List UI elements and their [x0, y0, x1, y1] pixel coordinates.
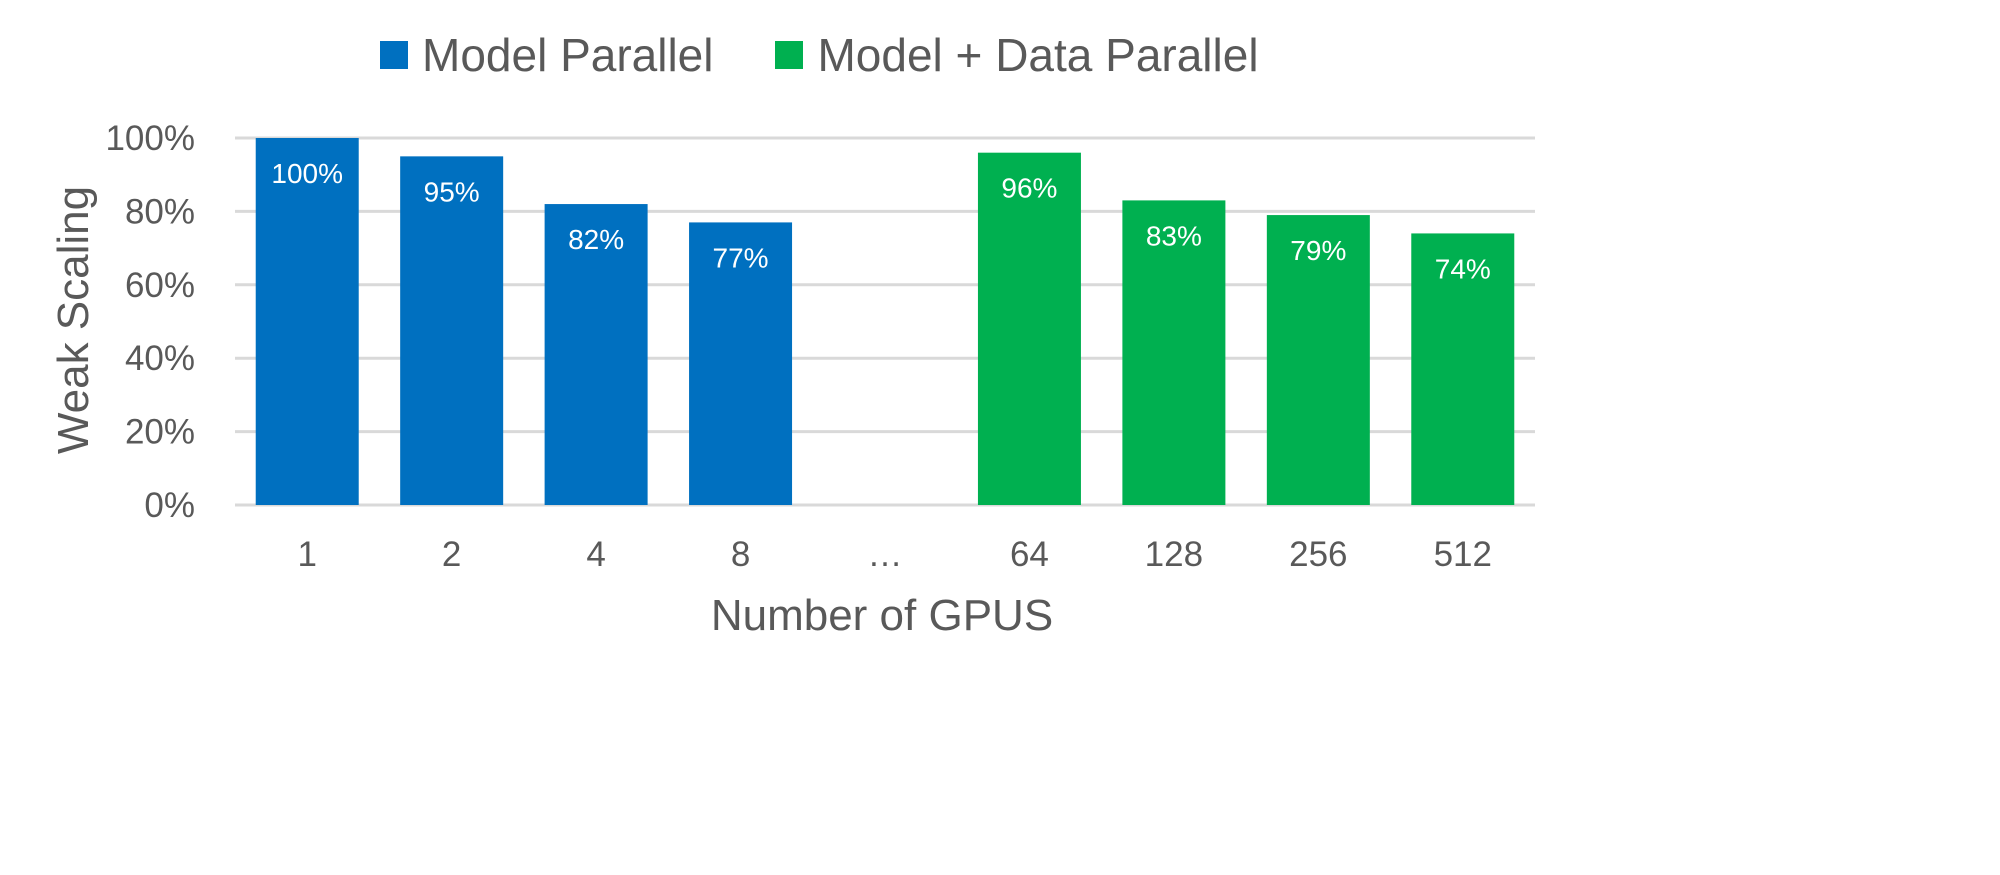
legend: Model Parallel Model + Data Parallel	[380, 28, 1321, 82]
data-label: 82%	[568, 224, 624, 255]
data-label: 95%	[424, 176, 480, 207]
x-tick-label: 256	[1289, 535, 1347, 574]
y-tick-label: 80%	[125, 192, 195, 231]
bar	[544, 204, 648, 505]
data-label: 74%	[1435, 253, 1491, 284]
legend-swatch-model-parallel	[380, 41, 408, 69]
y-tick-label: 100%	[105, 119, 195, 158]
data-label: 100%	[271, 158, 343, 189]
data-label: 79%	[1290, 235, 1346, 266]
data-label: 77%	[713, 242, 769, 273]
legend-label: Model + Data Parallel	[817, 29, 1259, 81]
y-tick-label: 0%	[144, 486, 195, 525]
x-tick-label: 64	[1010, 535, 1049, 574]
bar	[1122, 200, 1226, 505]
x-tick-label: 128	[1145, 535, 1203, 574]
bar	[1411, 233, 1515, 506]
data-label: 83%	[1146, 220, 1202, 251]
y-axis-title: Weak Scaling	[49, 186, 98, 454]
legend-label: Model Parallel	[422, 29, 714, 81]
bar	[255, 138, 359, 505]
data-label: 96%	[1001, 173, 1057, 204]
legend-item-model-parallel: Model Parallel	[380, 28, 713, 82]
bar	[977, 152, 1081, 505]
legend-item-model-data-parallel: Model + Data Parallel	[775, 28, 1259, 82]
x-axis-title: Number of GPUS	[711, 591, 1053, 640]
legend-swatch-model-data-parallel	[775, 41, 804, 69]
bar	[689, 222, 793, 505]
y-tick-label: 20%	[125, 413, 195, 452]
x-tick-label: 512	[1434, 535, 1492, 574]
y-tick-label: 60%	[125, 266, 195, 305]
x-tick-label: 2	[442, 535, 461, 574]
x-tick-label: 1	[297, 535, 316, 574]
bar	[1266, 215, 1370, 505]
x-tick-label: …	[868, 535, 903, 574]
x-tick-label: 8	[731, 535, 750, 574]
bar	[400, 156, 504, 505]
x-tick-label: 4	[586, 535, 605, 574]
y-tick-label: 40%	[125, 339, 195, 378]
